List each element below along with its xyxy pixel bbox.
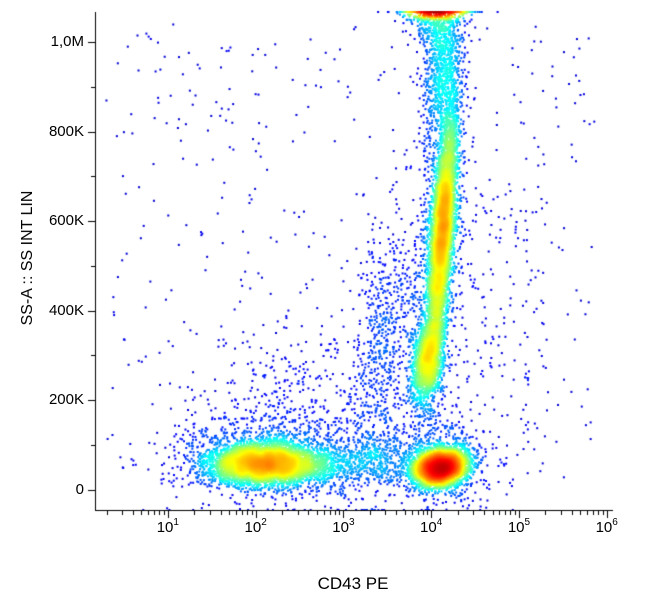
x-tick-label-10e5: 105 bbox=[507, 517, 531, 536]
y-axis-title: SS-A :: SS INT LIN bbox=[19, 190, 36, 326]
y-tick-label-400K: 400K bbox=[48, 301, 84, 319]
y-tick-label-800K: 800K bbox=[48, 122, 84, 140]
y-tick-label-200K: 200K bbox=[48, 391, 84, 409]
x-tick-label-10e4: 104 bbox=[420, 517, 443, 536]
x-tick-label-10e1: 101 bbox=[156, 517, 179, 536]
x-tick-label-10e3: 103 bbox=[332, 517, 355, 536]
y-tick-label-600K: 600K bbox=[48, 212, 84, 230]
y-tick-label-1,0M: 1,0M bbox=[50, 33, 84, 51]
x-tick-label-10e6: 106 bbox=[595, 517, 618, 536]
y-tick-label-0: 0 bbox=[75, 481, 84, 499]
x-tick-label-10e2: 102 bbox=[244, 517, 267, 536]
x-axis-title: CD43 PE bbox=[317, 574, 389, 593]
